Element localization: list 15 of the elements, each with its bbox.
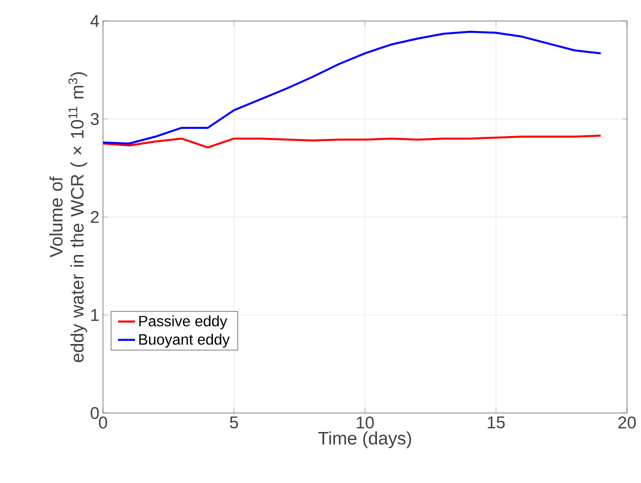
y-tick-label: 0 xyxy=(90,406,99,420)
x-tick-label: 0 xyxy=(98,416,108,429)
x-tick-label: 5 xyxy=(230,416,238,428)
line-series xyxy=(103,30,602,144)
y-axis-title: Volume of eddy water in the WCR ( × 10$^{11}$ m$^{3}$) xyxy=(49,72,88,362)
x-tick-label: 20 xyxy=(618,416,636,429)
y-tick-label: 2 xyxy=(90,211,99,223)
x-tick-label: 10 xyxy=(356,416,374,429)
legend-label: Passive eddy xyxy=(139,315,228,330)
y-tick-label: 4 xyxy=(90,15,99,27)
x-axis-title: Time (days) xyxy=(318,431,412,448)
x-tick-label: 15 xyxy=(488,416,505,428)
legend-label: Buoyant eddy xyxy=(139,334,230,348)
y-tick-label: 1 xyxy=(91,309,99,321)
y-tick-label: 3 xyxy=(90,112,99,126)
